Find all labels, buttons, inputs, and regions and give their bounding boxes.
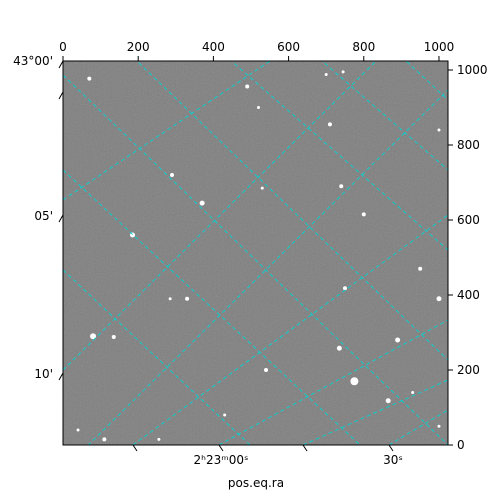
star-28 (157, 437, 161, 441)
ra-tick-label-0: 2ʰ23ᵐ00ˢ (194, 453, 249, 467)
dec-tick-2 (58, 372, 64, 381)
ra-tick-label-1: 30ˢ (383, 453, 403, 467)
right-tick-label-0: 0 (457, 438, 465, 452)
grid-line-8 (136, 61, 448, 361)
grid-line-12 (63, 169, 361, 445)
star-0 (87, 76, 92, 81)
right-tick-label-4: 800 (457, 138, 480, 152)
star-7 (170, 173, 175, 177)
right-tick-label-1: 200 (457, 363, 480, 377)
top-tick-label-0: 0 (59, 40, 67, 54)
star-1 (245, 84, 250, 89)
grid-line-13 (63, 269, 251, 445)
grid-line-9 (230, 61, 448, 251)
right-tick-label-5: 1000 (457, 63, 488, 77)
star-21 (395, 337, 401, 343)
top-tick-label-5: 1000 (424, 40, 455, 54)
star-19 (111, 335, 116, 339)
top-tick-label-1: 200 (127, 40, 150, 54)
dec-axis: 43°00' 05' 10' (13, 54, 64, 381)
right-tick-label-2: 400 (457, 288, 480, 302)
plot-area (62, 60, 449, 446)
top-pixel-axis: 0 200 400 600 800 1000 (59, 40, 454, 61)
star-6 (437, 128, 441, 132)
x-axis-label: pos.eq.ra (228, 476, 284, 490)
star-4 (341, 70, 345, 74)
image-noise (63, 61, 448, 445)
top-tick-label-4: 800 (352, 40, 375, 54)
star-27 (76, 428, 80, 432)
star-17 (185, 296, 190, 301)
dec-tick-label-2: 10' (34, 367, 53, 381)
star-29 (223, 413, 227, 417)
grid-line-11 (405, 61, 448, 101)
star-24 (385, 398, 391, 404)
right-pixel-axis: 0 200 400 600 800 1000 (448, 63, 488, 452)
dec-tick-label-1: 05' (34, 209, 53, 223)
grid-line-2 (87, 89, 448, 445)
ra-tick-3 (388, 444, 394, 452)
star-3 (324, 73, 328, 76)
ra-tick-0 (132, 444, 138, 452)
dec-tick-1 (58, 214, 64, 223)
grid-line-4 (218, 319, 448, 445)
stars (76, 70, 442, 442)
star-30 (437, 424, 441, 428)
star-16 (168, 297, 172, 301)
star-2 (257, 106, 261, 109)
grid-line-7 (63, 74, 448, 445)
star-23 (350, 377, 359, 386)
top-tick-label-3: 600 (277, 40, 300, 54)
star-5 (327, 122, 332, 127)
grid-line-3 (132, 214, 448, 445)
star-14 (342, 286, 347, 291)
plot-frame (62, 60, 449, 446)
dec-tick-label-0: 43°00' (13, 54, 53, 68)
star-8 (199, 200, 205, 206)
coordinate-grid (63, 61, 448, 445)
right-tick-label-3: 600 (457, 213, 480, 227)
ra-axis: 2ʰ23ᵐ00ˢ 30ˢ (132, 444, 403, 467)
grid-line-6 (388, 409, 448, 445)
star-26 (102, 437, 107, 442)
star-11 (361, 212, 366, 217)
star-9 (260, 186, 264, 190)
star-13 (418, 266, 423, 271)
star-20 (336, 345, 342, 351)
dec-tick-0 (58, 60, 64, 69)
dec-tick-0b (58, 91, 64, 100)
ra-tick-1 (218, 444, 224, 452)
top-tick-label-2: 400 (202, 40, 225, 54)
ra-tick-2 (302, 444, 308, 452)
star-15 (436, 296, 442, 302)
star-10 (339, 184, 344, 189)
star-25 (411, 391, 415, 394)
star-18 (90, 333, 97, 340)
grid-line-5 (302, 379, 448, 445)
star-22 (264, 368, 269, 372)
